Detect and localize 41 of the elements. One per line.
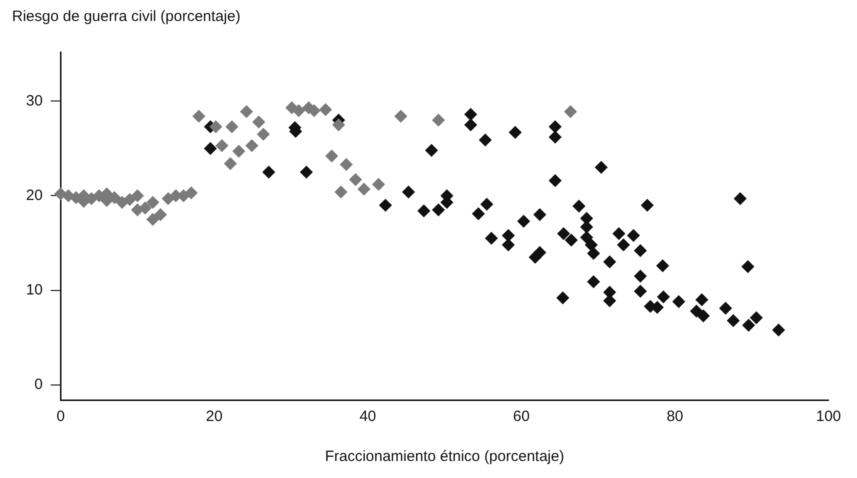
point <box>432 114 445 127</box>
y-tick-label: 10 <box>26 281 43 298</box>
point <box>209 120 222 134</box>
point <box>252 115 266 128</box>
x-tick-label: 80 <box>666 408 684 426</box>
point <box>154 208 167 222</box>
point <box>357 182 370 196</box>
point <box>372 178 386 191</box>
point <box>123 193 136 206</box>
point <box>325 150 338 163</box>
x-tick-label: 40 <box>359 408 376 426</box>
point <box>334 185 348 198</box>
point <box>349 173 362 186</box>
y-tick-label: 20 <box>26 186 43 204</box>
point <box>332 118 346 132</box>
point <box>138 202 152 215</box>
y-axis-title: Riesgo de guerra civil (porcentaje) <box>11 8 242 27</box>
x-axis-title: Fraccionamiento étnico (porcentaje) <box>324 448 564 466</box>
point <box>184 186 198 200</box>
point <box>146 212 160 226</box>
x-tick-label: 100 <box>816 408 841 426</box>
point <box>256 128 270 141</box>
point <box>192 110 206 123</box>
point <box>224 157 237 170</box>
point <box>215 139 228 152</box>
x-tick-label: 0 <box>56 408 65 426</box>
x-tick-label: 60 <box>513 408 530 426</box>
y-tick-label: 30 <box>26 92 43 110</box>
point <box>319 103 332 116</box>
point <box>232 144 246 158</box>
point <box>130 189 144 202</box>
point <box>240 105 253 118</box>
point <box>340 158 353 172</box>
point <box>146 196 160 209</box>
point <box>245 139 258 152</box>
point <box>394 110 408 123</box>
y-tick-label: 0 <box>34 376 43 394</box>
point <box>225 120 238 134</box>
point <box>564 105 578 118</box>
point <box>292 104 306 118</box>
x-tick-label: 20 <box>206 408 223 426</box>
